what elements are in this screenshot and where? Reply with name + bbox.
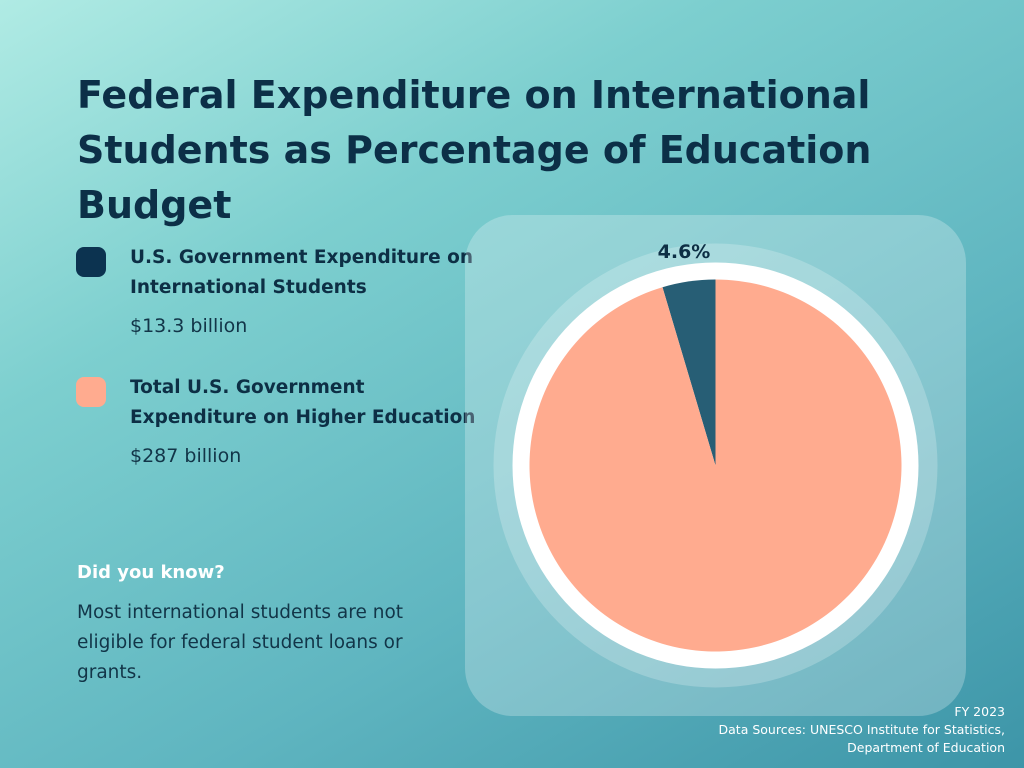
legend-item-total: Total U.S. Government Expenditure on Hig… xyxy=(76,373,476,473)
legend-swatch-total xyxy=(76,377,106,407)
pie-slice-total xyxy=(529,279,902,652)
legend-value-total: $287 billion xyxy=(130,445,242,467)
legend-value-international: $13.3 billion xyxy=(130,315,248,337)
legend-item-international: U.S. Government Expenditure on Internati… xyxy=(76,243,476,337)
legend-label-total: Total U.S. Government Expenditure on Hig… xyxy=(130,377,476,428)
legend-swatch-international xyxy=(76,247,106,277)
did-you-know-heading: Did you know? xyxy=(77,562,225,583)
pie-chart: 4.6% xyxy=(493,241,938,688)
footer: FY 2023 Data Sources: UNESCO Institute f… xyxy=(719,703,1005,757)
legend-label-international: U.S. Government Expenditure on Internati… xyxy=(130,247,474,298)
footer-sources-line1: Data Sources: UNESCO Institute for Stati… xyxy=(718,722,1005,737)
pie-slice-international xyxy=(662,279,716,466)
chart-panel: 4.6% xyxy=(465,215,966,716)
did-you-know-text: Most international students are not elig… xyxy=(77,602,404,683)
page-title: Federal Expenditure on International Stu… xyxy=(77,73,872,227)
footer-year: FY 2023 xyxy=(954,704,1005,719)
pie-slices xyxy=(529,279,902,652)
slice-label-international: 4.6% xyxy=(658,241,711,263)
footer-sources-line2: Department of Education xyxy=(847,740,1005,755)
